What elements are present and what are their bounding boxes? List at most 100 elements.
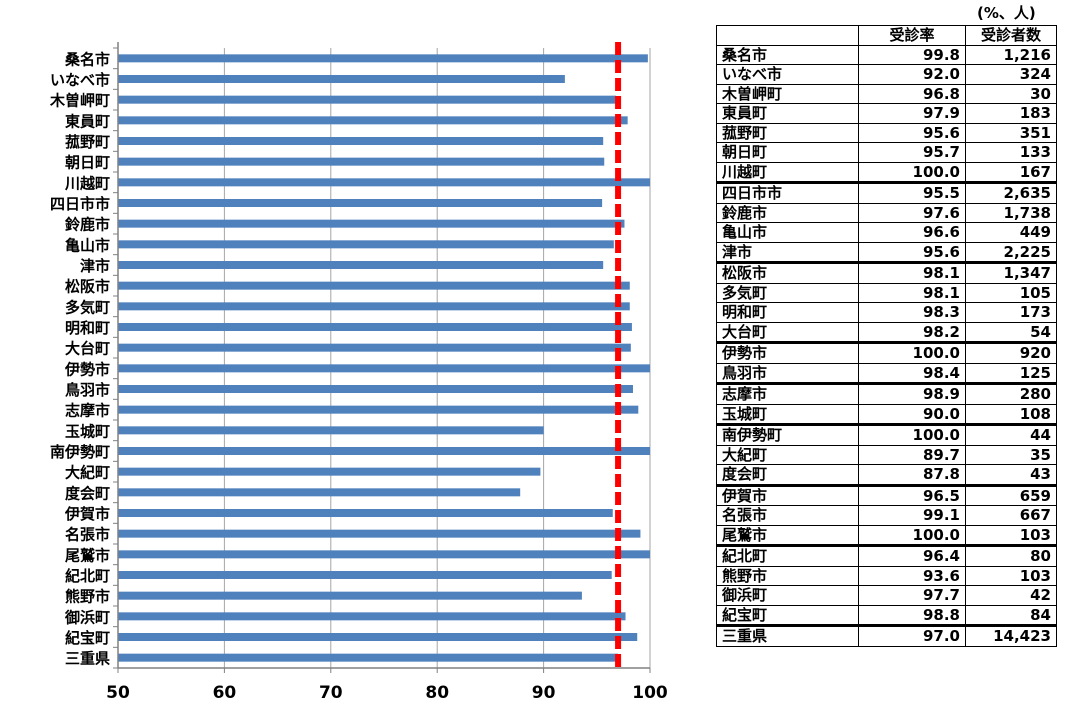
table-cell-name: 津市 (716, 241, 859, 263)
x-tick-label: 100 (632, 683, 668, 703)
table-row: 紀北町 96.4 80 (716, 544, 1057, 567)
table-row: 亀山市 96.6 449 (716, 222, 1057, 243)
category-label: 大台町 (65, 340, 110, 358)
table-cell-name: 志摩市 (716, 382, 859, 405)
bar (118, 529, 641, 538)
table-cell-name: 鳥羽市 (716, 362, 859, 384)
table-cell-count: 183 (965, 103, 1057, 124)
category-label: 志摩市 (65, 402, 110, 420)
table-cell-count: 2,635 (965, 181, 1057, 204)
bar (118, 447, 650, 455)
x-tick-label: 50 (106, 683, 130, 703)
table-row: 名張市 99.1 667 (716, 505, 1057, 526)
table-cell-count: 324 (965, 64, 1057, 85)
table-cell-rate: 98.1 (858, 261, 966, 284)
category-label: 南伊勢町 (50, 443, 110, 461)
bar (118, 199, 603, 207)
table-row: 三重県 97.0 14,423 (716, 624, 1057, 647)
table-cell-name: 伊賀市 (716, 483, 859, 506)
category-label: 朝日町 (65, 154, 110, 172)
table-header-blank (716, 25, 859, 46)
table-header-rate: 受診率 (858, 25, 966, 46)
bar (118, 653, 619, 662)
table-cell-count: 351 (965, 122, 1057, 143)
bar (118, 343, 631, 352)
bar (118, 364, 650, 373)
table-row: 川越町 100.0 167 (716, 161, 1057, 183)
table-cell-count: 1,216 (965, 44, 1057, 65)
table-cell-rate: 98.3 (858, 302, 966, 323)
table-cell-rate: 97.7 (858, 585, 966, 606)
table-cell-count: 667 (965, 505, 1057, 526)
table-cell-rate: 89.7 (858, 444, 966, 465)
table-cell-name: 多気町 (716, 282, 859, 303)
table-row: 伊勢市 100.0 920 (716, 341, 1057, 364)
table-cell-count: 173 (965, 302, 1057, 323)
bar (118, 137, 604, 145)
table-cell-name: いなべ市 (716, 64, 859, 85)
bar (118, 612, 626, 621)
table-cell-rate: 96.5 (858, 483, 966, 506)
table-cell-rate: 93.6 (858, 565, 966, 586)
category-label: 三重県 (65, 650, 110, 668)
x-tick-label: 70 (319, 683, 343, 703)
table-cell-rate: 98.9 (858, 382, 966, 405)
table-cell-count: 1,347 (965, 261, 1057, 284)
category-label: 尾鷲市 (65, 546, 110, 564)
category-label: 紀北町 (65, 567, 110, 585)
table-cell-name: 亀山市 (716, 222, 859, 243)
table-cell-count: 167 (965, 161, 1057, 183)
table-row: 大台町 98.2 54 (716, 321, 1057, 343)
table-cell-count: 80 (965, 544, 1057, 567)
table-cell-rate: 98.8 (858, 604, 966, 626)
category-label: 熊野市 (65, 588, 110, 606)
bar (118, 219, 625, 228)
table-cell-rate: 100.0 (858, 341, 966, 364)
bar (118, 116, 628, 125)
category-label: 紀宝町 (65, 629, 110, 647)
bar (118, 281, 630, 290)
bar (118, 509, 613, 517)
bars (118, 54, 650, 662)
table-cell-name: 木曽岬町 (716, 83, 859, 104)
category-label: 鈴鹿市 (65, 216, 110, 234)
table-cell-rate: 100.0 (858, 423, 966, 446)
table-cell-count: 54 (965, 321, 1057, 343)
table-header-row: 受診率 受診者数 (716, 25, 1057, 46)
category-label: 木曽岬町 (49, 92, 110, 110)
x-tick-label: 80 (425, 683, 449, 703)
table-row: 度会町 87.8 43 (716, 464, 1057, 486)
table-row: 四日市市 95.5 2,635 (716, 181, 1057, 204)
table-cell-rate: 100.0 (858, 524, 966, 546)
category-label: 四日市市 (50, 195, 110, 213)
table-cell-rate: 90.0 (858, 403, 966, 425)
category-label: 東員町 (65, 112, 110, 130)
category-label: 桑名市 (65, 50, 110, 68)
axes (113, 42, 651, 673)
table-cell-name: 菰野町 (716, 122, 859, 143)
table-row: 木曽岬町 96.8 30 (716, 83, 1057, 104)
table-cell-rate: 92.0 (858, 64, 966, 85)
table-cell-count: 280 (965, 382, 1057, 405)
table-cell-count: 659 (965, 483, 1057, 506)
table-cell-name: 鈴鹿市 (716, 202, 859, 223)
table-cell-name: 御浜町 (716, 585, 859, 606)
table-row: 熊野市 93.6 103 (716, 565, 1057, 586)
x-tick-labels: 50 60 70 80 90 100 (106, 683, 668, 703)
table-cell-rate: 98.2 (858, 321, 966, 343)
table-row: 東員町 97.9 183 (716, 103, 1057, 124)
data-table: 受診率 受診者数 桑名市 99.8 1,216 いなべ市 92.0 324 木曽岬町 96.8… (716, 25, 1057, 647)
table-cell-name: 度会町 (716, 464, 859, 486)
table-body: 桑名市 99.8 1,216 いなべ市 92.0 324 木曽岬町 96.8 30 東員町 97.9… (716, 44, 1057, 647)
category-label: 伊勢市 (64, 360, 110, 378)
table-cell-count: 449 (965, 222, 1057, 243)
table-cell-rate: 96.6 (858, 222, 966, 243)
table-row: 桑名市 99.8 1,216 (716, 44, 1057, 65)
category-label: 川越町 (64, 174, 110, 192)
table-row: 御浜町 97.7 42 (716, 585, 1057, 606)
table-cell-rate: 98.1 (858, 282, 966, 303)
table-cell-name: 三重県 (716, 624, 859, 647)
table-cell-name: 桑名市 (716, 44, 859, 65)
table-cell-rate: 99.1 (858, 505, 966, 526)
table-header-count: 受診者数 (965, 25, 1057, 46)
